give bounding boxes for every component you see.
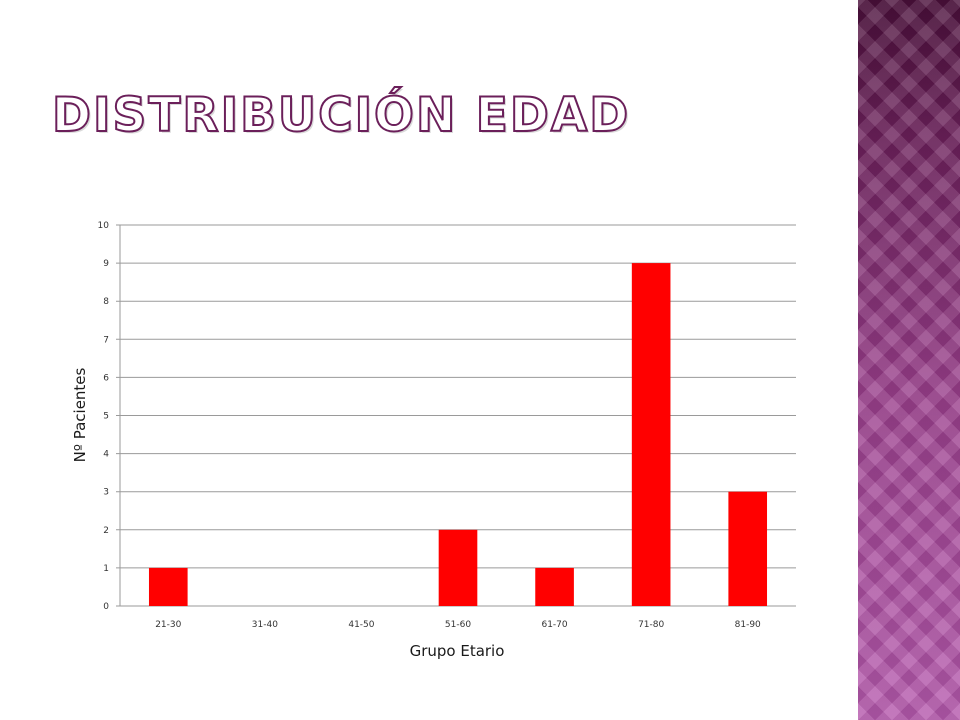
y-tick-label: 6 [103,373,109,383]
chart-gridlines [116,224,796,607]
x-tick-label: 21-30 [155,620,181,630]
y-tick-label: 4 [103,450,109,460]
y-tick-label: 7 [103,335,109,345]
side-band-edge [856,0,859,720]
y-tick-label: 0 [103,602,109,612]
bar-81-90 [728,491,768,606]
chart-bars [148,263,768,606]
bar-chart: 0 1 2 3 4 5 6 7 8 9 10 21-30 31-40 41-50 51-60 61-70 71… [71,221,796,660]
x-tick-label: 31-40 [252,620,278,630]
y-axis-label: Nº Pacientes [71,367,89,462]
bar-51-60 [438,529,478,606]
bar-71-80 [631,263,671,606]
y-tick-labels: 0 1 2 3 4 5 6 7 8 9 10 [98,221,110,612]
y-tick-label: 3 [103,488,109,498]
x-axis-label: Grupo Etario [410,642,505,660]
y-tick-label: 8 [103,297,109,307]
bar-61-70 [535,567,574,606]
y-tick-label: 5 [103,412,109,422]
bar-21-30 [148,567,188,606]
x-tick-label: 41-50 [348,620,374,630]
x-tick-labels: 21-30 31-40 41-50 51-60 61-70 71-80 81-90 [155,620,761,630]
x-tick-label: 61-70 [541,620,567,630]
x-tick-label: 81-90 [735,620,761,630]
y-tick-label: 10 [98,221,110,231]
decorative-side-band [858,0,960,720]
x-tick-label: 51-60 [445,620,471,630]
y-tick-label: 2 [103,526,109,536]
y-tick-label: 1 [103,564,109,574]
x-tick-label: 71-80 [638,620,664,630]
slide-title: DISTRIBUCIÓN EDAD [51,88,631,143]
y-tick-label: 9 [103,259,109,269]
